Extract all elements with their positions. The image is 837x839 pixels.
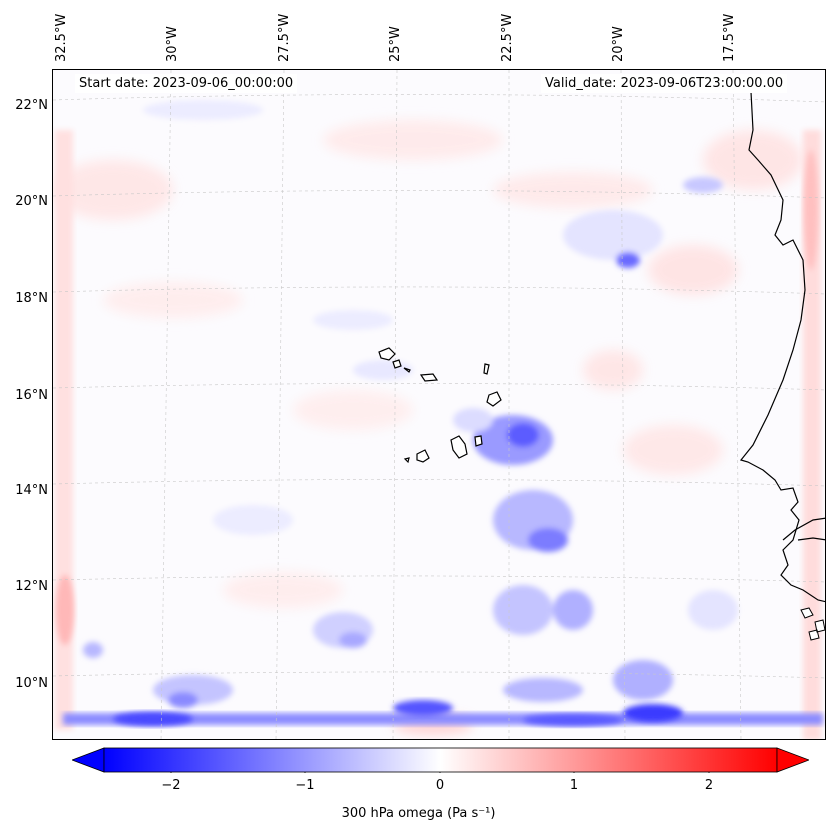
lon-label-27-5w: 27.5°W [277, 13, 292, 62]
colorbar-tick-2: 2 [704, 778, 714, 793]
lon-label-32-5w: 32.5°W [54, 13, 69, 62]
lon-label-17-5w: 17.5°W [722, 13, 737, 62]
colorbar-tick-0: 0 [435, 778, 445, 793]
colorbar-max-extend [776, 747, 809, 773]
colorbar-tick-1: 1 [569, 778, 579, 793]
colorbar-tick-neg1: −1 [295, 778, 315, 793]
lon-label-30w: 30°W [165, 26, 180, 62]
map-panel [52, 69, 826, 740]
coastline-bijagos-islands [800, 607, 825, 641]
coastline-guinea-bissau [782, 517, 825, 541]
lat-label-22n: 22°N [15, 98, 48, 113]
lat-label-10n: 10°N [15, 676, 48, 691]
omega-field-map [53, 70, 825, 739]
lon-label-20w: 20°W [611, 26, 626, 62]
lat-label-14n: 14°N [15, 483, 48, 498]
colorbar-min-extend [72, 747, 105, 773]
valid-date-label: Valid_date: 2023-09-06T23:00:00.00 [541, 74, 788, 93]
colorbar [72, 747, 809, 773]
lon-label-22-5w: 22.5°W [500, 13, 515, 62]
cape-verde-islands [378, 347, 502, 464]
colorbar-tick-neg2: −2 [161, 778, 181, 793]
lat-label-18n: 18°N [15, 291, 48, 306]
colorbar-gradient [103, 747, 778, 773]
start-date-label: Start date: 2023-09-06_00:00:00 [75, 74, 298, 93]
east-edge-maximum [804, 150, 818, 270]
west-edge-maximum [56, 575, 74, 645]
colorbar-tick-marks [170, 772, 710, 773]
colorbar-label: 300 hPa omega (Pa s⁻¹) [341, 806, 496, 821]
lat-label-16n: 16°N [15, 388, 48, 403]
negative-omega-areas [83, 100, 738, 708]
east-edge-strip [803, 130, 821, 739]
lon-label-25w: 25°W [388, 26, 403, 62]
lat-label-20n: 20°N [15, 194, 48, 209]
coastline-west-africa [739, 91, 825, 603]
positive-omega-areas [53, 120, 803, 735]
graticule [53, 70, 825, 739]
lat-label-12n: 12°N [15, 579, 48, 594]
